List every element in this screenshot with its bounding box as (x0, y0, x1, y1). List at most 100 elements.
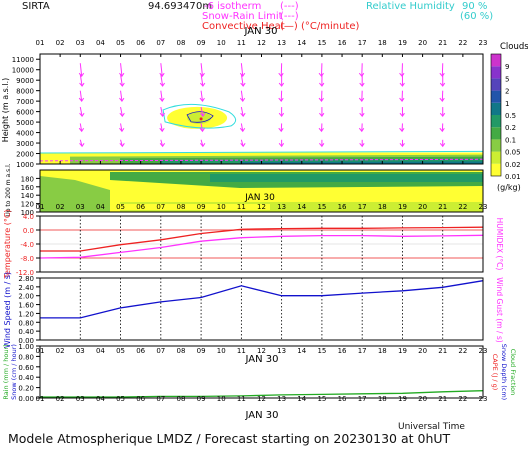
wind-arrow (200, 63, 203, 77)
rh-contour (162, 103, 237, 129)
y-tick-label: -4.0 (20, 241, 34, 249)
wind-arrow-head (358, 97, 365, 102)
hour-tick-label: 02 (56, 39, 65, 47)
hour-tick-label: 06 (136, 347, 145, 355)
wind-arrow-head (159, 97, 165, 102)
wind-arrow (160, 90, 163, 102)
hour-tick-label: 04 (96, 395, 105, 403)
wind-arrow-head (119, 142, 125, 148)
hour-tick-label: 20 (418, 203, 427, 211)
hour-tick-label: 17 (358, 203, 367, 211)
hour-tick-label: 13 (277, 395, 286, 403)
hour-tick-label: 17 (358, 347, 367, 355)
y-tick-label: 2.80 (18, 275, 34, 283)
y-axis-label: Rain (mm / hour) (2, 344, 10, 399)
hour-tick-label: 22 (458, 203, 467, 211)
wind-arrow-head (399, 112, 405, 118)
hour-tick-label: 20 (418, 39, 427, 47)
snow-rain-marker: (---) (280, 11, 299, 22)
wind-arrow-head (439, 82, 446, 87)
wind-arrow-head (439, 112, 446, 118)
data-layer (39, 63, 484, 398)
wind-arrow-head (200, 82, 206, 87)
wind-arrow (120, 63, 123, 77)
y-tick-label: 180 (21, 175, 34, 183)
colorbar-label: 2 (505, 88, 509, 96)
wind-arrow (120, 74, 123, 87)
y-tick-label: 1000 (16, 161, 34, 169)
wind-arrow-head (239, 127, 246, 133)
hour-tick-label: 08 (176, 203, 185, 211)
hour-tick-label: 11 (237, 203, 246, 211)
y-tick-label: 4000 (16, 130, 34, 138)
hour-tick-label: 13 (277, 347, 286, 355)
y-tick-label: 1.60 (18, 302, 34, 310)
wind-arrow (240, 90, 244, 102)
colorbar-label: 0.02 (505, 161, 521, 169)
wind-speed-line (40, 280, 484, 319)
footer-title: Modele Atmospherique LMDZ / Forecast sta… (8, 431, 451, 446)
rh-label: Relative Humidity (366, 1, 455, 12)
y-tick-label: 0.0 (23, 227, 34, 235)
hour-tick-label: 07 (156, 395, 165, 403)
y2-axis-label: HUMIDEX (°C) (495, 218, 504, 271)
hour-tick-label: 09 (197, 395, 206, 403)
hour-tick-label: 10 (217, 203, 226, 211)
hour-tick-label: 16 (338, 39, 347, 47)
y-tick-label: 0.00 (18, 395, 34, 403)
y-tick-label: 2000 (16, 151, 34, 159)
y-tick-label: 4.0 (23, 213, 34, 221)
y2-axis-label: CAPE (J / g) (491, 354, 499, 391)
convective-label: Convective Heat (202, 21, 285, 32)
hour-tick-label: 15 (317, 395, 326, 403)
temperature-line (40, 226, 484, 252)
y-tick-label: 6000 (16, 109, 34, 117)
station-label: SIRTA (22, 1, 50, 12)
lower-panel-frame (39, 169, 484, 213)
hour-tick-label: 19 (398, 203, 407, 211)
wind-arrow (79, 123, 83, 132)
wind-arrow-head (240, 142, 246, 148)
wind-arrow (200, 106, 204, 117)
hour-tick-label: 02 (56, 203, 65, 211)
humidex-line (39, 234, 484, 259)
hour-tick-label: 10 (217, 395, 226, 403)
wind-arrow-head (199, 72, 205, 78)
date-label: JAN 30 (244, 26, 278, 37)
hour-tick-label: 20 (418, 347, 427, 355)
colorbar-label: 0.5 (505, 112, 516, 120)
wind-arrow-head (278, 112, 285, 118)
hour-tick-label: 18 (378, 347, 387, 355)
wind-arrow (240, 106, 244, 117)
wind-arrow-head (78, 127, 85, 133)
y-tick-label: 1.00 (18, 343, 34, 351)
universal-time-label: Universal Time (398, 422, 465, 432)
y2-axis-label: Cloud Fraction (509, 349, 517, 396)
hour-tick-label: 17 (358, 395, 367, 403)
labels-layer: 01 02 03 04 05 06 07 08 09 10 11 12 13 14 15 16 17 18 19 20… (1, 26, 528, 421)
hour-tick-label: 06 (136, 395, 145, 403)
wind-arrow (160, 123, 163, 132)
wind-arrow-head (119, 82, 125, 87)
y-tick-label: 0.40 (18, 374, 34, 382)
y-tick-label: 140 (21, 192, 34, 200)
cloud-area (210, 174, 483, 182)
hour-tick-label: 01 (36, 39, 45, 47)
wind-arrow-head (199, 97, 205, 102)
hour-tick-label: 01 (36, 203, 45, 211)
wind-arrow-head (319, 112, 325, 118)
wind-arrow-head (319, 142, 325, 148)
rh-contour (39, 150, 484, 154)
hour-tick-label: 22 (458, 39, 467, 47)
wind-arrow-head (119, 127, 125, 133)
y-tick-label: 0.00 (18, 337, 34, 345)
y-tick-label: 100 (21, 209, 34, 217)
colorbar-swatch (491, 139, 501, 152)
colorbar-label: 9 (505, 63, 509, 71)
hour-tick-label: 03 (76, 395, 85, 403)
colorbar-label: 0.01 (505, 173, 521, 181)
colorbar-swatch (491, 127, 501, 140)
hour-tick-label: 17 (358, 39, 367, 47)
hour-tick-label: 05 (116, 347, 125, 355)
wind-arrow (240, 63, 244, 77)
